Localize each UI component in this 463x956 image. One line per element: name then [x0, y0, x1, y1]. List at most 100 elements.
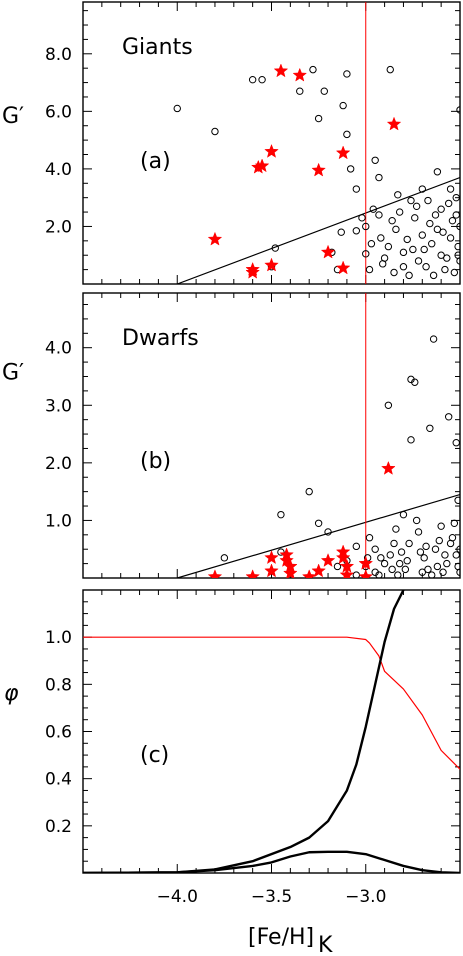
y-axis-label-a: G′	[2, 104, 24, 129]
data-point-circle-b	[422, 542, 430, 551]
data-point-star-b	[358, 569, 374, 578]
data-point-circle-a	[320, 87, 328, 95]
data-point-circle-a	[409, 245, 417, 254]
series-line-3	[83, 850, 460, 873]
data-point-circle-a	[433, 168, 442, 176]
data-point-circle-b	[456, 545, 460, 553]
data-point-circle-b	[399, 510, 408, 519]
x-tick-label: −3.5	[251, 887, 292, 907]
data-point-circle-a	[424, 196, 432, 205]
data-point-circle-b	[380, 559, 389, 568]
data-point-circle-b	[426, 424, 434, 433]
data-point-circle-b	[397, 548, 406, 556]
data-point-circle-b	[454, 562, 460, 571]
data-point-circle-a	[375, 211, 383, 219]
data-point-star-a	[335, 145, 351, 160]
data-point-circle-a	[414, 257, 423, 265]
data-point-circle-a	[418, 231, 426, 239]
data-point-star-b	[358, 555, 374, 570]
data-point-circle-b	[444, 413, 453, 421]
data-point-circle-b	[277, 510, 285, 519]
data-point-circle-a	[352, 185, 361, 193]
plot-frame-c	[82, 589, 461, 874]
data-point-circle-a	[358, 214, 366, 222]
y-tick-label-c: 0.4	[45, 770, 72, 790]
data-point-star-b	[339, 567, 355, 578]
data-point-circle-a	[346, 165, 355, 173]
y-tick-label-b: 3.0	[45, 396, 72, 416]
data-point-circle-b	[392, 525, 400, 533]
data-point-circle-b	[435, 536, 443, 545]
x-tick-label: −4.0	[157, 887, 198, 907]
data-point-circle-a	[446, 234, 455, 242]
data-point-circle-b	[388, 565, 396, 574]
panel-label-a: (a)	[140, 149, 171, 174]
data-point-circle-b	[454, 496, 460, 504]
data-point-circle-a	[343, 130, 351, 139]
data-point-star-a	[264, 143, 279, 158]
data-point-circle-a	[454, 242, 460, 251]
data-point-circle-a	[439, 228, 447, 236]
data-point-circle-b	[405, 539, 413, 548]
y-tick-label-c: 0.6	[45, 723, 72, 743]
y-tick-label-b: 4.0	[45, 339, 72, 359]
data-point-star-b	[311, 563, 326, 578]
data-point-circle-a	[248, 75, 257, 84]
series-line-1	[83, 636, 460, 770]
data-point-star-b	[381, 460, 396, 475]
data-point-circle-b	[220, 554, 229, 562]
data-point-star-a	[207, 231, 223, 246]
data-point-circle-b	[375, 571, 383, 578]
y-tick-label-a: 2.0	[45, 217, 72, 237]
data-point-circle-b	[384, 401, 393, 409]
data-point-circle-a	[399, 263, 408, 271]
y-tick-label-c: 1.0	[45, 628, 72, 648]
data-point-star-b	[301, 569, 317, 578]
data-point-circle-a	[339, 101, 347, 110]
data-point-star-a	[320, 244, 336, 259]
data-point-circle-a	[418, 185, 426, 193]
data-point-circle-b	[414, 528, 423, 536]
data-point-star-a	[245, 261, 260, 276]
data-point-star-b	[245, 569, 260, 578]
data-point-circle-a	[454, 251, 460, 259]
data-point-circle-b	[386, 551, 394, 559]
data-point-circle-b	[452, 551, 460, 559]
data-point-circle-a	[395, 208, 404, 216]
data-point-circle-a	[271, 244, 279, 252]
data-point-circle-a	[343, 70, 351, 78]
data-point-circle-b	[371, 545, 379, 553]
data-point-circle-b	[439, 568, 447, 576]
y-tick-label-c: 0.8	[45, 675, 72, 695]
data-point-circle-b	[377, 554, 385, 562]
data-point-circle-a	[452, 193, 460, 202]
y-tick-label-b: 1.0	[45, 511, 72, 531]
y-tick-label-a: 4.0	[45, 160, 72, 180]
data-point-circle-b	[277, 548, 285, 556]
data-point-circle-a	[314, 114, 323, 123]
data-point-circle-a	[384, 242, 393, 251]
data-point-circle-a	[399, 248, 408, 257]
y-tick-label-c: 0.2	[45, 817, 72, 837]
population-label-a: Giants	[122, 35, 193, 60]
data-point-circle-b	[305, 487, 313, 496]
data-point-circle-b	[390, 539, 398, 548]
shared-axis: −4.0 −3.5 −3.0 [Fe/H] K	[157, 887, 387, 956]
data-point-star-a	[273, 63, 289, 78]
data-point-circle-b	[424, 565, 432, 574]
data-point-circle-a	[337, 228, 345, 236]
data-point-circle-a	[258, 75, 266, 84]
data-point-star-a	[292, 67, 308, 82]
boundary-line-b	[177, 493, 460, 578]
data-point-circle-a	[411, 214, 419, 222]
y-axis-label-c: φ	[4, 681, 19, 706]
data-point-circle-b	[403, 557, 411, 565]
data-point-circle-a	[386, 65, 394, 74]
panel-label-c: (c)	[140, 743, 169, 768]
series-line-2	[83, 590, 405, 873]
data-point-circle-b	[411, 378, 419, 386]
data-point-star-b	[283, 565, 298, 578]
y-axis-label-b: G′	[2, 361, 24, 386]
data-point-circle-b	[395, 559, 404, 568]
